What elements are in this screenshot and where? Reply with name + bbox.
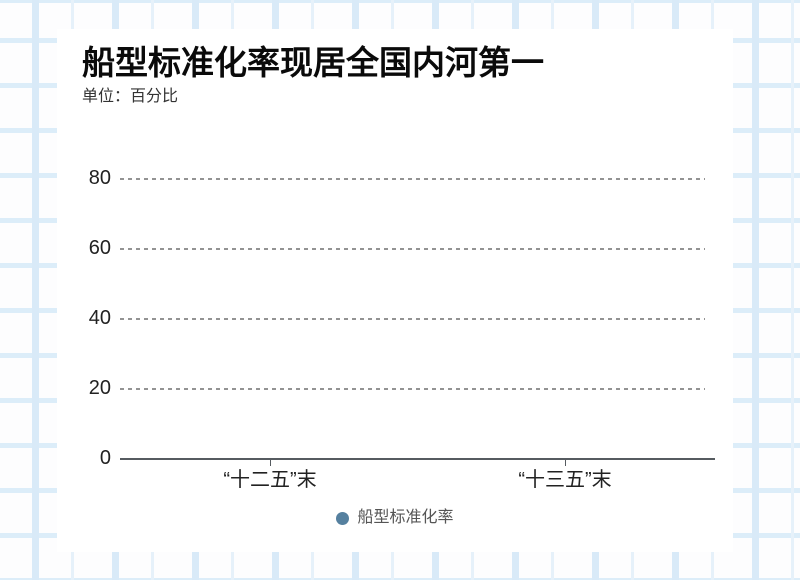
x-axis-category-label: “十二五”末 [223,469,317,491]
x-axis-category-label: “十三五”末 [518,469,612,491]
chart-title: 船型标准化率现居全国内河第一 [82,44,544,81]
legend-item[interactable]: 船型标准化率 [336,509,454,527]
y-axis-tick-label: 80 [88,167,111,189]
y-axis-tick-label: 40 [88,307,111,329]
chart-legend: 船型标准化率 [57,509,733,527]
y-gridline [120,248,705,250]
x-axis-line [120,458,715,460]
y-gridline [120,178,705,180]
chart-card: 船型标准化率现居全国内河第一 单位：百分比 0 20 40 60 80 “十二五”末 “十三… [57,29,733,552]
x-axis-tick [270,460,271,466]
y-gridline [120,318,705,320]
y-axis-tick-label: 20 [88,377,111,399]
legend-label: 船型标准化率 [357,509,454,526]
bar-chart-plot-area: 0 20 40 60 80 “十二五”末 “十三五”末 [57,29,733,552]
y-gridline [120,388,705,390]
x-axis-tick [565,460,566,466]
y-axis-tick-label: 0 [99,447,111,469]
unit-label: 单位：百分比 [82,88,179,105]
y-axis-tick-label: 60 [88,237,111,259]
legend-dot-icon [336,511,350,525]
